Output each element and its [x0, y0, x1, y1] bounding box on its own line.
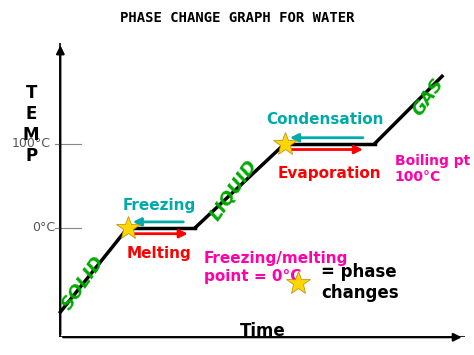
Text: M: M: [23, 126, 39, 144]
Text: Melting: Melting: [127, 246, 191, 261]
Text: 0°C: 0°C: [32, 221, 55, 234]
Text: Time: Time: [239, 322, 285, 339]
Text: SOLID: SOLID: [58, 252, 108, 313]
Text: P: P: [25, 147, 37, 165]
Text: E: E: [26, 105, 37, 123]
Text: T: T: [26, 84, 37, 102]
Text: LIQUID: LIQUID: [206, 156, 261, 224]
Text: Evaporation: Evaporation: [278, 166, 382, 181]
Text: PHASE CHANGE GRAPH FOR WATER: PHASE CHANGE GRAPH FOR WATER: [120, 11, 354, 24]
Text: 100°C: 100°C: [11, 137, 51, 150]
Text: Boiling pt =
100°C: Boiling pt = 100°C: [395, 154, 474, 184]
Text: Condensation: Condensation: [266, 112, 384, 127]
Text: Freezing/melting
point = 0°C: Freezing/melting point = 0°C: [204, 251, 348, 284]
Text: = phase
changes: = phase changes: [321, 263, 399, 302]
Text: Freezing: Freezing: [123, 198, 196, 213]
Text: GAS: GAS: [409, 75, 448, 120]
